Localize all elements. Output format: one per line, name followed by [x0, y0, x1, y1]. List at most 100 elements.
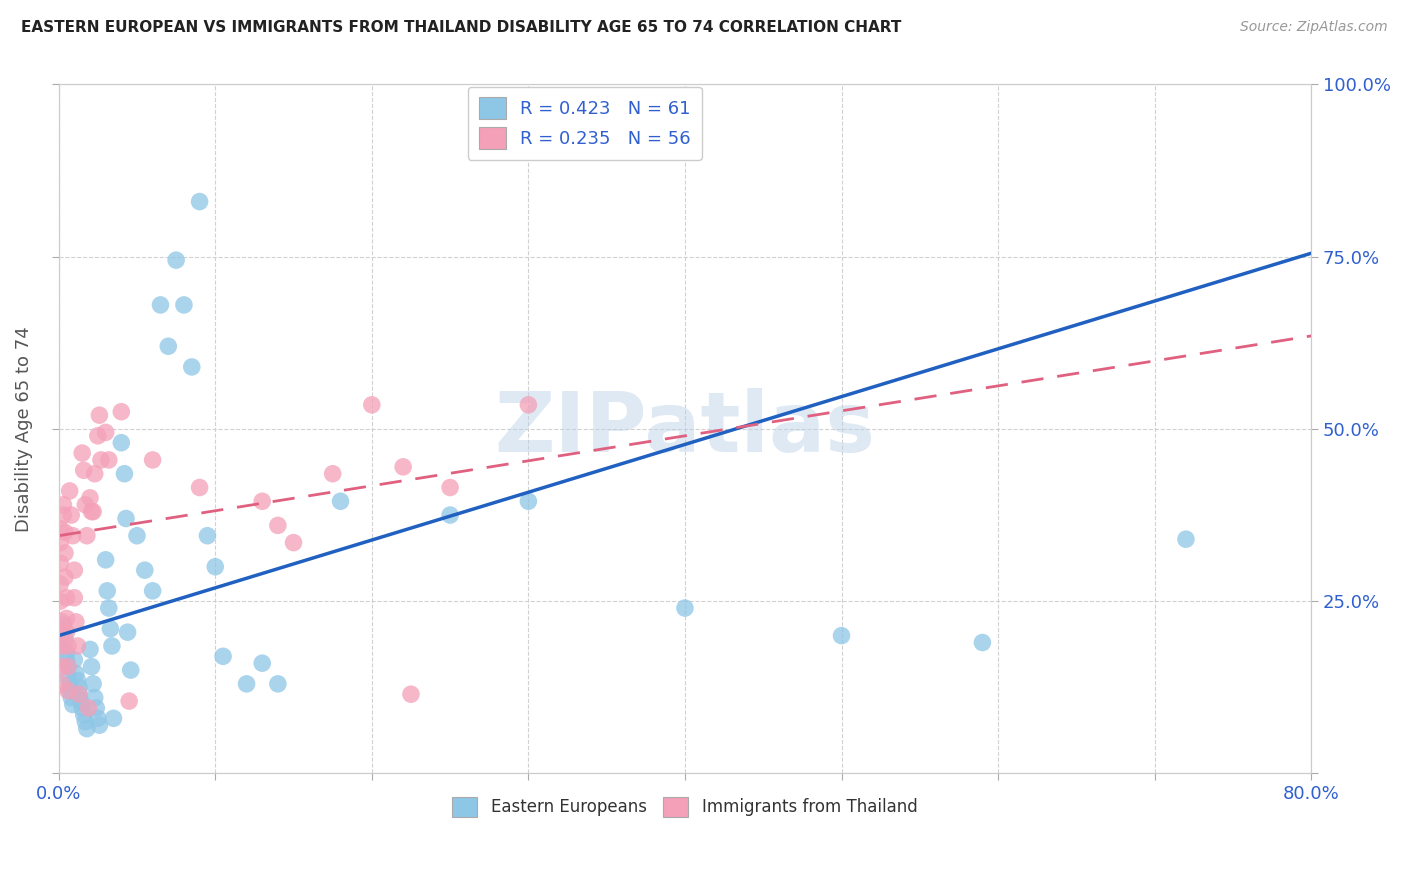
Point — [59, 683, 82, 698]
Point — [49, 522, 72, 536]
Point — [76, 722, 98, 736]
Point — [322, 467, 344, 481]
Point — [110, 435, 132, 450]
Point — [56, 639, 79, 653]
Point — [82, 505, 104, 519]
Point — [98, 622, 121, 636]
Point — [89, 718, 111, 732]
Point — [110, 405, 132, 419]
Point — [53, 525, 76, 540]
Point — [49, 577, 72, 591]
Point — [56, 659, 79, 673]
Point — [53, 546, 76, 560]
Point — [83, 690, 105, 705]
Point — [52, 498, 75, 512]
Point — [65, 615, 87, 629]
Text: ZIPatlas: ZIPatlas — [495, 388, 876, 469]
Point — [67, 687, 90, 701]
Point — [65, 666, 87, 681]
Point — [55, 611, 77, 625]
Point — [165, 253, 187, 268]
Point — [60, 690, 83, 705]
Point — [212, 649, 235, 664]
Point — [63, 591, 86, 605]
Point — [89, 408, 111, 422]
Point — [101, 639, 124, 653]
Point — [517, 494, 540, 508]
Point — [673, 601, 696, 615]
Point — [51, 639, 73, 653]
Point — [63, 563, 86, 577]
Point — [84, 701, 107, 715]
Point — [55, 653, 77, 667]
Point — [55, 646, 77, 660]
Point — [329, 494, 352, 508]
Point — [149, 298, 172, 312]
Point — [79, 642, 101, 657]
Point — [83, 467, 105, 481]
Point — [82, 677, 104, 691]
Point — [56, 683, 79, 698]
Point — [517, 398, 540, 412]
Point — [235, 677, 257, 691]
Point — [59, 483, 82, 498]
Point — [87, 711, 110, 725]
Point — [53, 632, 76, 646]
Point — [62, 698, 84, 712]
Point — [188, 481, 211, 495]
Point — [173, 298, 195, 312]
Point — [134, 563, 156, 577]
Point — [125, 529, 148, 543]
Point — [56, 670, 79, 684]
Text: Source: ZipAtlas.com: Source: ZipAtlas.com — [1240, 20, 1388, 34]
Point — [252, 494, 274, 508]
Point — [252, 656, 274, 670]
Point — [120, 663, 142, 677]
Point — [90, 453, 112, 467]
Point — [49, 535, 72, 549]
Point — [73, 463, 96, 477]
Point — [69, 694, 91, 708]
Point — [76, 529, 98, 543]
Point — [53, 570, 76, 584]
Legend: Eastern Europeans, Immigrants from Thailand: Eastern Europeans, Immigrants from Thail… — [446, 790, 924, 823]
Point — [188, 194, 211, 209]
Point — [1174, 532, 1197, 546]
Point — [80, 659, 103, 673]
Point — [80, 505, 103, 519]
Point — [75, 498, 97, 512]
Point — [97, 601, 120, 615]
Point — [204, 559, 226, 574]
Point — [392, 459, 415, 474]
Point — [972, 635, 994, 649]
Point — [52, 618, 75, 632]
Point — [55, 591, 77, 605]
Point — [67, 681, 90, 695]
Point — [66, 639, 89, 653]
Point — [115, 511, 138, 525]
Point — [63, 653, 86, 667]
Point — [117, 625, 139, 640]
Point — [360, 398, 382, 412]
Point — [70, 701, 93, 715]
Point — [51, 625, 73, 640]
Point — [94, 553, 117, 567]
Y-axis label: Disability Age 65 to 74: Disability Age 65 to 74 — [15, 326, 32, 532]
Point — [51, 615, 73, 629]
Point — [831, 629, 853, 643]
Point — [142, 453, 165, 467]
Point — [66, 673, 89, 688]
Point — [49, 556, 72, 570]
Point — [439, 481, 461, 495]
Point — [103, 711, 125, 725]
Point — [439, 508, 461, 522]
Point — [157, 339, 180, 353]
Point — [180, 359, 202, 374]
Point — [94, 425, 117, 440]
Point — [399, 687, 422, 701]
Point — [267, 677, 290, 691]
Point — [49, 594, 72, 608]
Point — [67, 687, 90, 701]
Point — [87, 429, 110, 443]
Point — [52, 508, 75, 522]
